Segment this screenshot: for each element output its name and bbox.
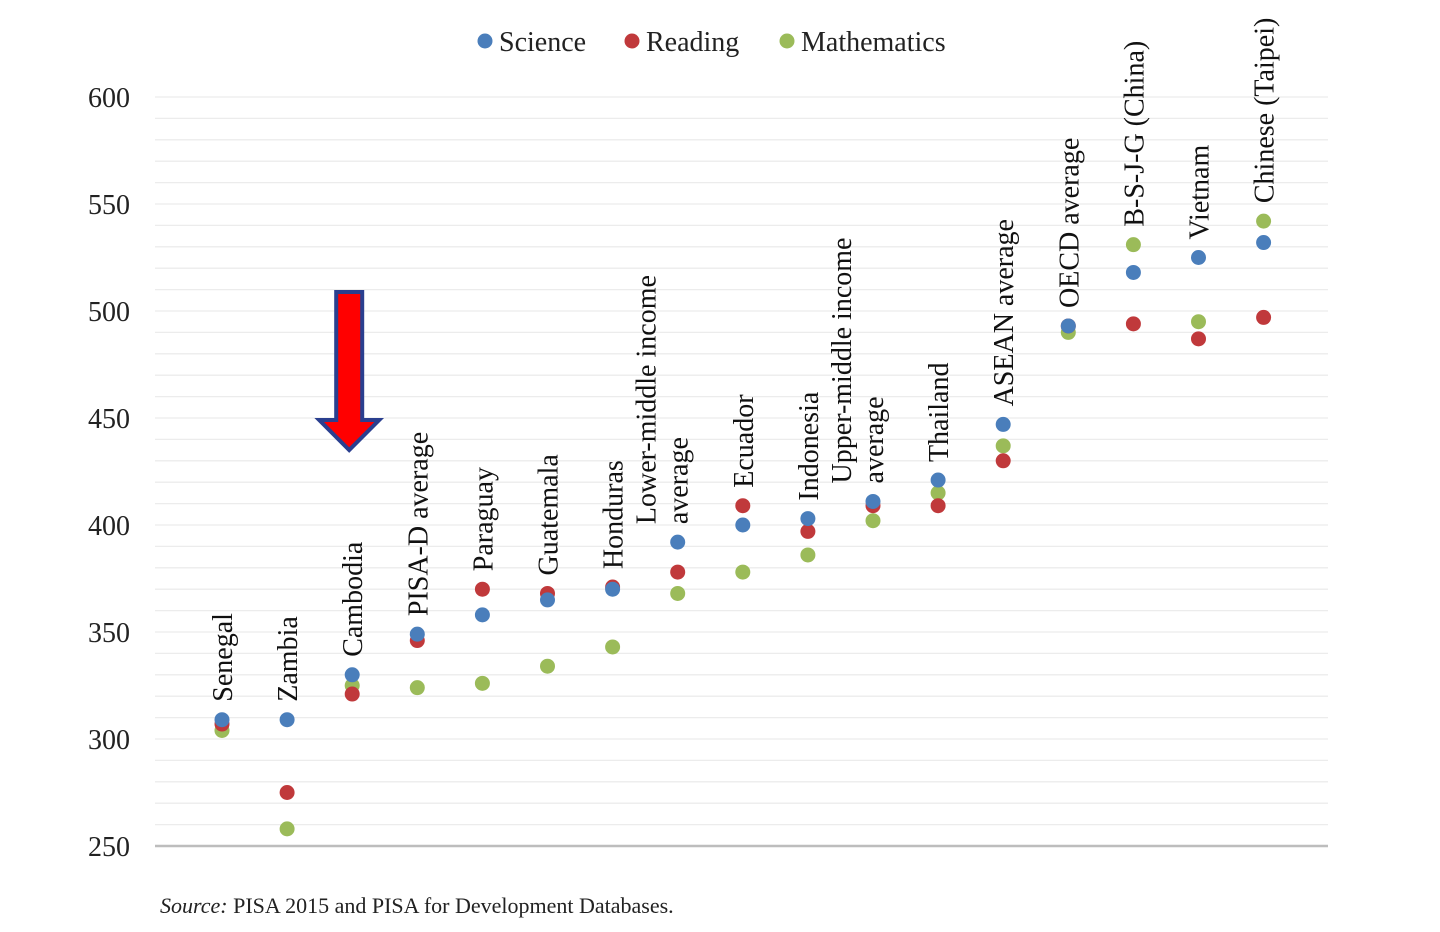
data-point-mathematics <box>540 658 555 674</box>
data-point-mathematics <box>800 547 816 563</box>
category-label: Ecuador <box>729 394 760 488</box>
category-label: Chinese (Taipei) <box>1250 18 1281 203</box>
data-point-mathematics <box>1191 314 1206 330</box>
data-point-mathematics <box>279 821 295 837</box>
data-point-science <box>670 534 686 550</box>
data-point-mathematics <box>735 564 751 580</box>
legend-label-reading: Reading <box>646 27 739 58</box>
data-point-mathematics <box>670 585 686 601</box>
category-label: Indonesia <box>794 391 825 500</box>
category-label: Upper-middle incomeaverage <box>827 238 890 484</box>
data-point-science <box>735 517 751 533</box>
category-label: Honduras <box>599 460 630 569</box>
y-tick-label: 250 <box>88 832 130 863</box>
source-text: PISA 2015 and PISA for Development Datab… <box>227 893 674 918</box>
y-tick-label: 400 <box>88 511 130 542</box>
legend-marker-reading <box>624 33 640 49</box>
legend: Science Reading Mathematics <box>477 27 946 58</box>
y-axis-tick-labels: 250 300 350 400 450 500 550 600 <box>88 83 130 863</box>
data-point-reading <box>735 498 751 514</box>
category-label: Zambia <box>273 616 304 702</box>
y-tick-label: 300 <box>88 725 130 756</box>
data-point-reading <box>344 686 360 702</box>
y-tick-label: 550 <box>88 190 130 221</box>
legend-label-mathematics: Mathematics <box>801 27 946 58</box>
data-point-reading <box>800 523 816 539</box>
data-point-reading <box>1125 316 1141 332</box>
source-label: Source: <box>160 893 228 918</box>
data-point-science <box>1191 250 1206 265</box>
data-point-science <box>865 493 881 509</box>
data-point-reading <box>670 564 686 580</box>
category-label: Guatemala <box>534 454 565 576</box>
data-points <box>214 213 1272 837</box>
category-labels: Senegal Zambia Cambodia PISA-D average Parag… <box>208 18 1281 702</box>
data-point-reading <box>279 785 295 800</box>
category-label: Vietnam <box>1185 145 1216 240</box>
category-label: PISA-D average <box>403 432 434 616</box>
data-point-reading <box>1256 309 1272 325</box>
data-point-mathematics <box>474 675 490 691</box>
data-point-reading <box>474 581 490 597</box>
data-point-mathematics <box>995 438 1011 454</box>
cambodia-arrow-icon <box>314 290 385 453</box>
data-point-science <box>409 626 425 642</box>
legend-label-science: Science <box>499 27 586 58</box>
data-point-science <box>1125 264 1141 280</box>
data-point-science <box>800 511 816 527</box>
y-tick-label: 350 <box>88 618 130 649</box>
data-point-science <box>930 472 946 488</box>
data-point-mathematics <box>865 513 881 529</box>
data-point-science <box>279 712 295 728</box>
category-label: Cambodia <box>338 541 369 657</box>
data-point-science <box>1060 318 1076 334</box>
arrow-shape <box>314 290 385 453</box>
category-label: Paraguay <box>468 467 499 571</box>
data-point-reading <box>995 453 1011 469</box>
category-label: Lower-middle incomeaverage <box>632 275 695 524</box>
legend-marker-mathematics <box>779 33 795 49</box>
data-point-science <box>344 667 360 683</box>
category-label: Thailand <box>924 363 955 463</box>
y-tick-label: 450 <box>88 404 130 435</box>
data-point-science <box>605 581 621 597</box>
data-point-science <box>540 592 555 608</box>
y-tick-label: 600 <box>88 83 130 114</box>
data-point-science <box>214 712 230 728</box>
y-tick-label: 500 <box>88 297 130 328</box>
data-point-mathematics <box>930 485 946 501</box>
data-point-mathematics <box>605 639 621 655</box>
data-point-reading <box>1191 331 1206 347</box>
category-label: OECD average <box>1054 138 1085 308</box>
data-point-science <box>474 607 490 623</box>
source-note: Source: PISA 2015 and PISA for Developme… <box>160 893 674 919</box>
category-label: B-S-J-G (China) <box>1119 41 1150 227</box>
category-label: ASEAN average <box>989 219 1020 406</box>
data-point-science <box>995 416 1011 432</box>
data-point-mathematics <box>409 680 425 696</box>
category-label: Senegal <box>208 613 239 702</box>
data-point-mathematics <box>1125 237 1141 253</box>
data-point-reading <box>930 498 946 514</box>
data-point-mathematics <box>1256 213 1272 229</box>
data-point-science <box>1256 235 1272 251</box>
legend-marker-science <box>477 33 493 49</box>
